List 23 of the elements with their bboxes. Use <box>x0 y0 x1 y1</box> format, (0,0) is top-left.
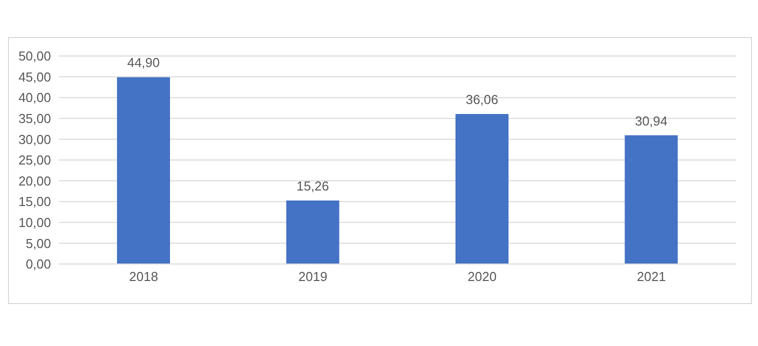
y-tick-label: 10,00 <box>18 215 51 230</box>
data-label: 36,06 <box>466 92 498 107</box>
bar <box>624 135 678 264</box>
y-tick-label: 20,00 <box>18 173 51 188</box>
x-tick-label: 2021 <box>636 269 666 284</box>
y-tick-label: 25,00 <box>18 152 51 168</box>
x-tick-label: 2020 <box>468 269 497 284</box>
bar <box>117 77 170 264</box>
y-tick-label: 30,00 <box>18 132 51 147</box>
y-tick-label: 15,00 <box>18 194 51 210</box>
y-tick-label: 45,00 <box>18 69 51 84</box>
y-tick-label: 50,00 <box>18 48 51 64</box>
bar <box>286 200 340 264</box>
data-label: 15,26 <box>296 178 330 194</box>
y-tick-label: 0,00 <box>26 256 51 272</box>
y-tick-label: 5,00 <box>26 236 51 251</box>
bar <box>456 114 508 264</box>
x-tick-label: 2018 <box>129 269 158 284</box>
data-label: 44,90 <box>127 55 160 70</box>
y-tick-label: 35,00 <box>18 111 51 126</box>
x-tick-label: 2019 <box>298 269 328 284</box>
data-label: 30,94 <box>634 113 668 128</box>
y-tick-label: 40,00 <box>18 90 51 106</box>
